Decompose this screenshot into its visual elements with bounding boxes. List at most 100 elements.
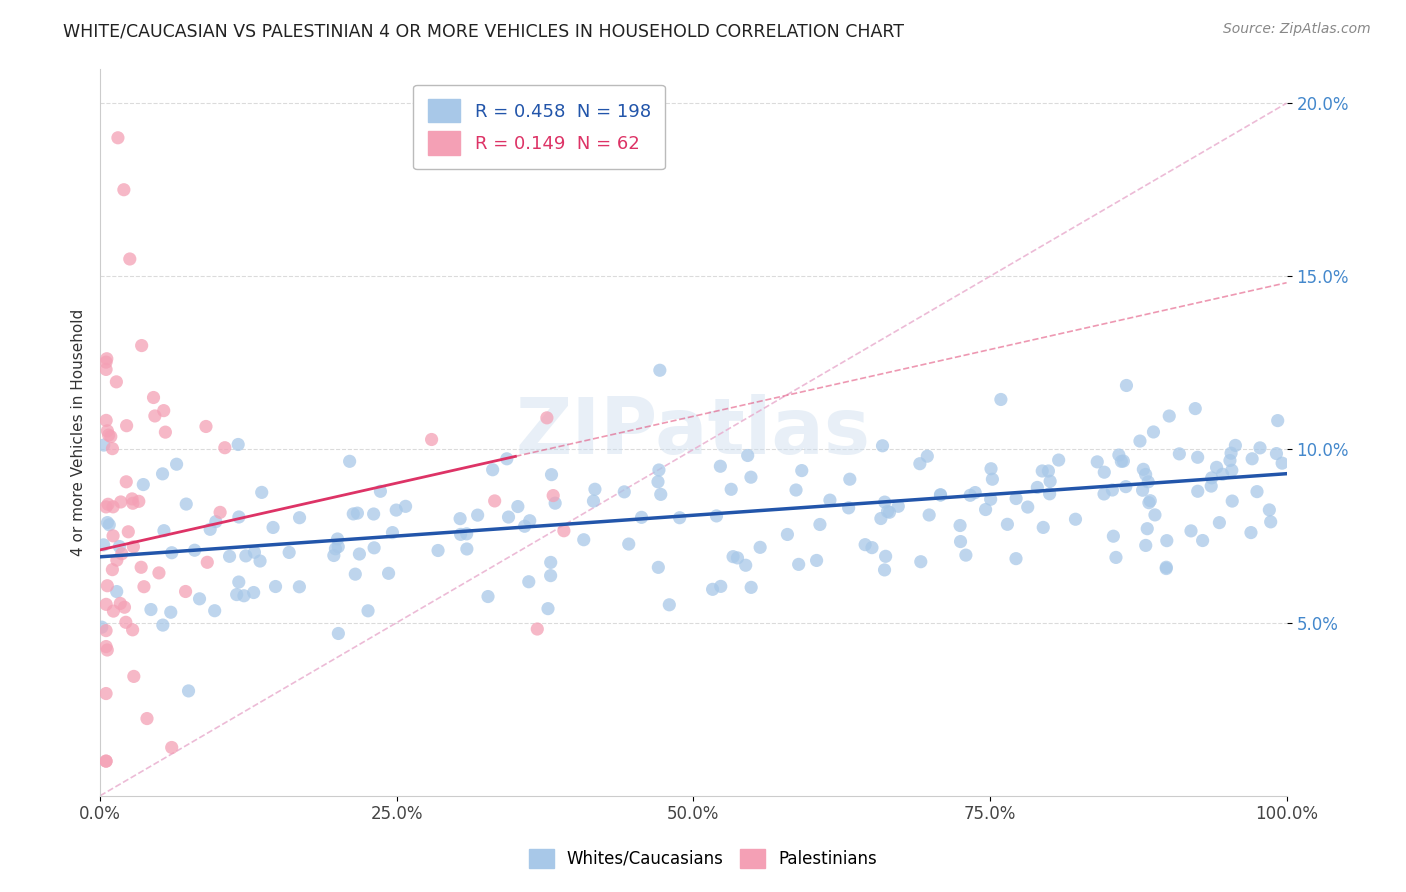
Point xyxy=(250,485,273,500)
Legend: Whites/Caucasians, Palestinians: Whites/Caucasians, Palestinians xyxy=(522,842,884,875)
Point xyxy=(363,507,385,521)
Point xyxy=(519,514,541,528)
Point xyxy=(152,403,174,417)
Point xyxy=(875,549,897,564)
Point xyxy=(1154,561,1177,575)
Point xyxy=(204,604,226,618)
Point xyxy=(195,555,218,569)
Point xyxy=(1135,467,1157,482)
Point xyxy=(136,712,159,726)
Point xyxy=(101,442,124,456)
Point xyxy=(1159,409,1181,423)
Point xyxy=(1005,491,1028,506)
Point xyxy=(908,457,931,471)
Point xyxy=(1220,446,1243,460)
Point xyxy=(513,519,536,533)
Point xyxy=(949,518,972,533)
Point xyxy=(1265,446,1288,460)
Point xyxy=(110,596,132,610)
Point xyxy=(128,494,150,508)
Point xyxy=(194,419,217,434)
Point xyxy=(122,669,145,683)
Point xyxy=(114,615,136,630)
Point xyxy=(1199,479,1222,493)
Point xyxy=(853,538,876,552)
Point xyxy=(97,428,120,442)
Point xyxy=(785,483,807,497)
Point xyxy=(394,500,416,514)
Point xyxy=(427,543,450,558)
Point xyxy=(1220,494,1243,508)
Point xyxy=(228,575,250,590)
Point xyxy=(105,375,128,389)
Point xyxy=(218,549,240,564)
Point xyxy=(328,626,350,640)
Point xyxy=(536,410,558,425)
Point xyxy=(980,462,1002,476)
Point xyxy=(1064,512,1087,526)
Point xyxy=(117,524,139,539)
Point xyxy=(1129,434,1152,448)
Point xyxy=(544,496,567,510)
Point xyxy=(990,392,1012,407)
Point xyxy=(115,418,138,433)
Point xyxy=(96,579,118,593)
Point xyxy=(1201,471,1223,485)
Point xyxy=(381,525,404,540)
Point xyxy=(1267,414,1289,428)
Point xyxy=(1137,475,1160,489)
Point xyxy=(540,568,562,582)
Point xyxy=(1258,503,1281,517)
Point xyxy=(1180,524,1202,538)
Point xyxy=(910,555,932,569)
Point xyxy=(97,497,120,511)
Point xyxy=(96,351,118,366)
Point xyxy=(706,508,728,523)
Point xyxy=(1241,451,1264,466)
Point xyxy=(553,524,575,538)
Point xyxy=(540,467,562,482)
Point xyxy=(142,391,165,405)
Point xyxy=(94,754,117,768)
Point xyxy=(647,475,669,489)
Point xyxy=(152,467,174,481)
Point xyxy=(121,496,143,510)
Point xyxy=(198,522,221,536)
Point xyxy=(94,362,117,376)
Point xyxy=(90,620,112,634)
Point xyxy=(929,488,952,502)
Point xyxy=(887,500,910,514)
Point xyxy=(467,508,489,522)
Point xyxy=(1005,551,1028,566)
Point xyxy=(1205,460,1227,475)
Point xyxy=(980,492,1002,507)
Point xyxy=(879,505,901,519)
Point xyxy=(668,510,690,524)
Point xyxy=(174,497,197,511)
Point xyxy=(94,640,117,654)
Point xyxy=(111,547,134,561)
Point xyxy=(377,566,399,581)
Point xyxy=(1111,454,1133,468)
Point xyxy=(721,549,744,564)
Point xyxy=(449,511,471,525)
Point xyxy=(342,507,364,521)
Point xyxy=(96,424,118,438)
Point xyxy=(658,598,681,612)
Point xyxy=(1026,480,1049,494)
Point xyxy=(132,477,155,491)
Point xyxy=(103,604,125,618)
Point xyxy=(1142,425,1164,439)
Point xyxy=(94,687,117,701)
Point xyxy=(233,589,256,603)
Point xyxy=(873,563,896,577)
Point xyxy=(572,533,595,547)
Point xyxy=(159,605,181,619)
Point xyxy=(1115,480,1137,494)
Point xyxy=(96,643,118,657)
Point xyxy=(93,538,115,552)
Point xyxy=(228,510,250,524)
Point xyxy=(613,484,636,499)
Point xyxy=(242,585,264,599)
Point xyxy=(806,553,828,567)
